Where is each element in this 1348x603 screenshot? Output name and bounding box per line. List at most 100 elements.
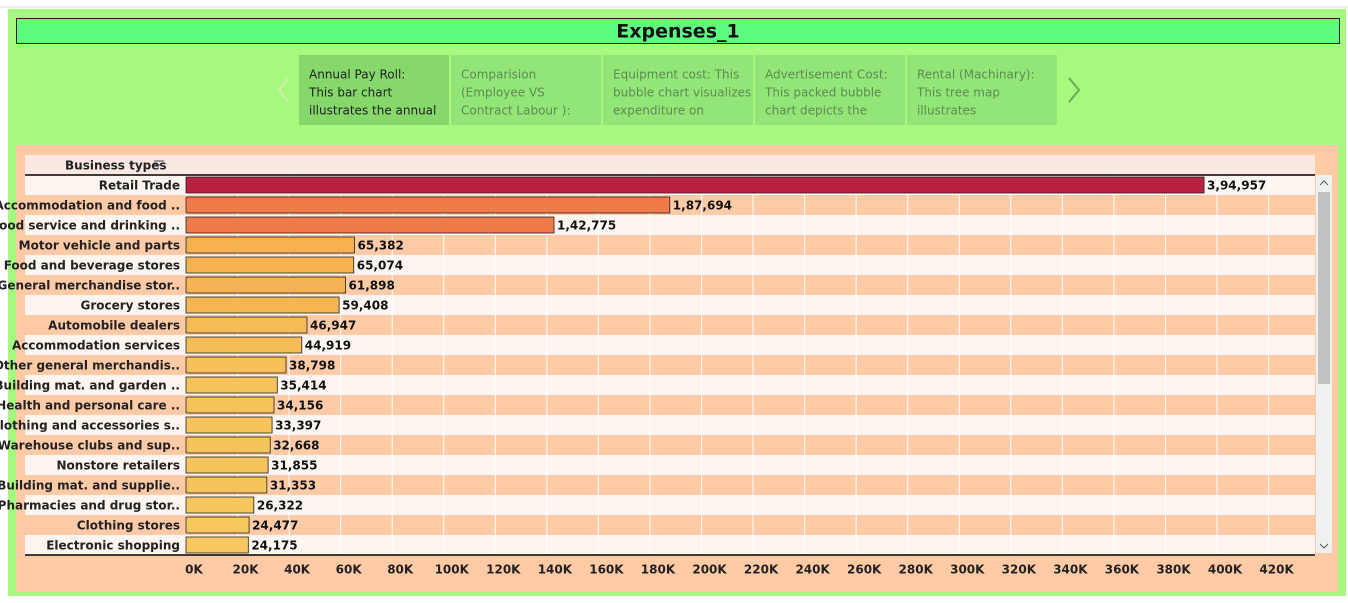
x-tick-label: 60K — [336, 563, 363, 577]
scroll-thumb[interactable] — [1318, 192, 1330, 384]
row-band — [25, 315, 1315, 335]
bar — [185, 536, 249, 554]
bar — [185, 476, 268, 494]
next-arrow[interactable] — [1068, 77, 1081, 103]
story-text: Annual Pay Roll: — [309, 68, 405, 82]
category-label: Building mat. and garden .. — [0, 379, 180, 393]
value-label: 33,397 — [275, 419, 321, 433]
category-label: Grocery stores — [80, 299, 180, 313]
row-band — [25, 335, 1315, 355]
bar — [185, 276, 346, 294]
row-band — [25, 275, 1315, 295]
story-point[interactable] — [907, 55, 1057, 125]
value-label: 1,42,775 — [557, 219, 616, 233]
value-label: 44,919 — [305, 339, 351, 353]
bar — [185, 516, 250, 534]
category-label: Clothing and accessories s.. — [0, 419, 180, 433]
x-tick-label: 320K — [1002, 563, 1037, 577]
x-tick-label: 240K — [795, 563, 830, 577]
scroll-arrows[interactable] — [1319, 180, 1329, 549]
x-tick-label: 420K — [1259, 563, 1294, 577]
row-band — [25, 395, 1315, 415]
x-tick-label: 200K — [692, 563, 727, 577]
category-label: Automobile dealers — [48, 319, 180, 333]
story-text: Comparision — [461, 68, 536, 82]
category-label: Retail Trade — [99, 179, 180, 193]
category-label: Accommodation services — [12, 339, 180, 353]
story-text: bubble chart visualizes — [613, 86, 751, 100]
x-tick-label: 260K — [847, 563, 882, 577]
value-label: 1,87,694 — [673, 199, 732, 213]
story-text: expenditure on — [613, 104, 704, 118]
x-tick-label: 80K — [387, 563, 414, 577]
x-tick-label: 220K — [744, 563, 779, 577]
story-point[interactable] — [451, 55, 601, 125]
bar — [185, 376, 278, 394]
value-label: 59,408 — [342, 299, 388, 313]
bar — [185, 316, 308, 334]
bar — [185, 436, 271, 454]
sort-icon[interactable] — [154, 160, 164, 170]
value-label: 31,855 — [271, 459, 317, 473]
x-tick-label: 400K — [1208, 563, 1243, 577]
x-tick-label: 360K — [1105, 563, 1140, 577]
story-text: Advertisement Cost: — [765, 68, 888, 82]
category-label: Accommodation and food .. — [0, 199, 180, 213]
story-text: illustrates the annual — [309, 104, 436, 118]
value-label: 24,477 — [252, 519, 298, 533]
story-text: This packed bubble — [764, 86, 881, 100]
value-label: 26,322 — [257, 499, 303, 513]
row-band — [25, 295, 1315, 315]
value-label: 38,798 — [289, 359, 335, 373]
category-header: Business types — [65, 159, 167, 173]
row-band — [25, 495, 1315, 515]
value-label: 65,382 — [358, 239, 404, 253]
x-tick-label: 40K — [284, 563, 311, 577]
bar — [185, 196, 671, 214]
x-tick-label: 180K — [641, 563, 676, 577]
story-point[interactable] — [299, 55, 449, 125]
prev-arrow[interactable] — [277, 77, 289, 103]
category-label: Health and personal care .. — [0, 399, 180, 413]
x-tick-label: 120K — [486, 563, 521, 577]
title: Expenses_1 — [616, 21, 739, 43]
story-point[interactable] — [603, 55, 753, 125]
story-points: Annual Pay Roll: This bar chart illustrate… — [299, 55, 1057, 125]
rows — [25, 175, 1315, 555]
x-tick-label: 0K — [185, 563, 203, 577]
x-tick-label: 280K — [899, 563, 934, 577]
bar — [185, 256, 355, 274]
value-label: 32,668 — [273, 439, 319, 453]
category-label: Nonstore retailers — [56, 459, 180, 473]
header-row — [25, 155, 1315, 175]
x-tick-label: 160K — [589, 563, 624, 577]
row-band — [25, 535, 1315, 555]
row-band — [25, 355, 1315, 375]
value-label: 46,947 — [310, 319, 356, 333]
bar — [185, 296, 340, 314]
bar — [185, 176, 1205, 194]
x-tick-label: 140K — [538, 563, 573, 577]
story-text: This tree map — [916, 86, 1000, 100]
category-label: General merchandise stor.. — [0, 279, 180, 293]
bar — [185, 336, 303, 354]
row-band — [25, 435, 1315, 455]
x-tick-label: 100K — [435, 563, 470, 577]
bar — [185, 456, 269, 474]
x-tick-label: 20K — [233, 563, 260, 577]
row-band — [25, 415, 1315, 435]
bar — [185, 216, 555, 234]
row-band — [25, 455, 1315, 475]
category-label: Food and beverage stores — [4, 259, 180, 273]
story-point[interactable] — [755, 55, 905, 125]
x-tick-label: 380K — [1156, 563, 1191, 577]
value-label: 34,156 — [277, 399, 323, 413]
story-text: illustrates — [917, 104, 976, 118]
x-tick-label: 300K — [950, 563, 985, 577]
category-label: Clothing stores — [77, 519, 180, 533]
story-text: Contract Labour ): — [461, 104, 571, 118]
story-text: Equipment cost: This — [613, 68, 739, 82]
story-text: chart depicts the — [765, 104, 867, 118]
